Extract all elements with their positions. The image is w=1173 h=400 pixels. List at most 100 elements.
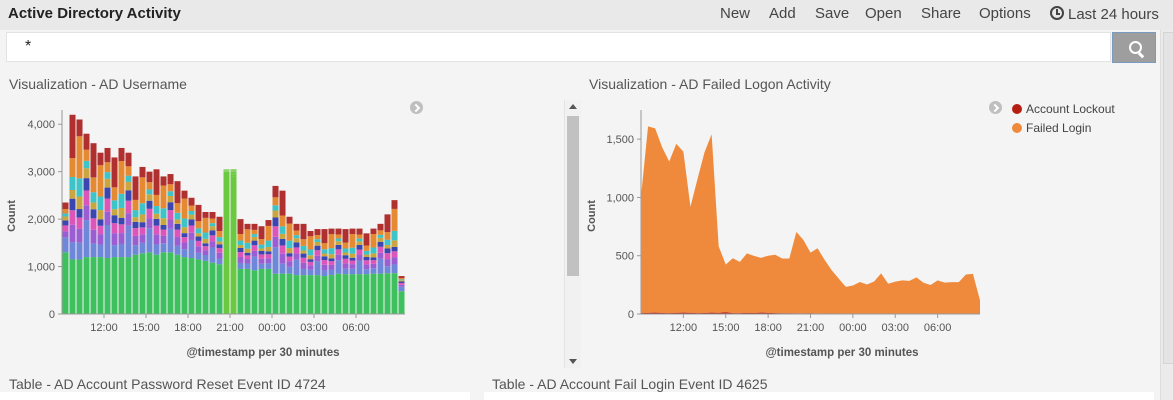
- bar-segment[interactable]: [244, 242, 251, 249]
- bar-segment[interactable]: [237, 248, 244, 252]
- bar-segment[interactable]: [202, 250, 209, 256]
- bar-segment[interactable]: [97, 210, 104, 220]
- bar-segment[interactable]: [160, 229, 167, 236]
- bar-segment[interactable]: [356, 234, 363, 239]
- bar-segment[interactable]: [209, 247, 216, 263]
- bar-segment[interactable]: [209, 235, 216, 242]
- bar-segment[interactable]: [272, 210, 279, 218]
- bar-segment[interactable]: [132, 245, 139, 255]
- bar-segment[interactable]: [279, 215, 286, 227]
- bar-segment[interactable]: [209, 218, 216, 224]
- bar-segment[interactable]: [83, 257, 90, 314]
- bar-segment[interactable]: [293, 253, 300, 260]
- bar-segment[interactable]: [104, 224, 111, 259]
- bar-segment[interactable]: [335, 234, 342, 239]
- bar-segment[interactable]: [195, 233, 202, 237]
- bar-segment[interactable]: [139, 222, 146, 228]
- bar-segment[interactable]: [132, 221, 139, 229]
- bar-segment[interactable]: [153, 218, 160, 226]
- bar-segment[interactable]: [314, 245, 321, 251]
- bar-segment[interactable]: [118, 193, 125, 208]
- bar-segment[interactable]: [146, 200, 153, 209]
- bar-segment[interactable]: [181, 249, 188, 258]
- bar-segment[interactable]: [146, 208, 153, 219]
- bar-segment[interactable]: [90, 218, 97, 230]
- bar-segment[interactable]: [265, 220, 272, 226]
- bar-segment[interactable]: [349, 274, 356, 314]
- page-scrollbar[interactable]: [1160, 30, 1173, 400]
- bar-segment[interactable]: [328, 261, 335, 265]
- bar-segment[interactable]: [251, 236, 258, 241]
- scroll-down-icon[interactable]: [569, 359, 577, 364]
- bar-segment[interactable]: [230, 173, 237, 175]
- bar-segment[interactable]: [76, 178, 83, 197]
- bar-segment[interactable]: [118, 207, 125, 218]
- bar-segment[interactable]: [279, 238, 286, 246]
- bar-segment[interactable]: [272, 247, 279, 274]
- bar-segment[interactable]: [314, 241, 321, 246]
- bar-segment[interactable]: [160, 218, 167, 225]
- bar-segment[interactable]: [321, 229, 328, 244]
- bar-segment[interactable]: [153, 213, 160, 219]
- bar-segment[interactable]: [251, 229, 258, 235]
- bar-segment[interactable]: [384, 248, 391, 254]
- bar-segment[interactable]: [146, 171, 153, 183]
- bar-segment[interactable]: [321, 260, 328, 265]
- bar-segment[interactable]: [97, 219, 104, 226]
- bar-segment[interactable]: [90, 177, 97, 193]
- bar-segment[interactable]: [342, 242, 349, 249]
- bar-segment[interactable]: [62, 202, 69, 209]
- bar-segment[interactable]: [153, 225, 160, 235]
- bar-segment[interactable]: [384, 273, 391, 314]
- bar-segment[interactable]: [104, 211, 111, 225]
- bar-segment[interactable]: [356, 249, 363, 256]
- bar-segment[interactable]: [349, 260, 356, 265]
- bar-segment[interactable]: [244, 259, 251, 264]
- bar-segment[interactable]: [216, 237, 223, 242]
- bar-segment[interactable]: [286, 240, 293, 249]
- bar-segment[interactable]: [230, 172, 237, 174]
- bar-segment[interactable]: [167, 202, 174, 211]
- bar-segment[interactable]: [181, 190, 188, 199]
- bar-segment[interactable]: [174, 237, 181, 246]
- bar-segment[interactable]: [181, 257, 188, 314]
- bar-segment[interactable]: [237, 219, 244, 235]
- bar-segment[interactable]: [258, 254, 265, 259]
- bar-segment[interactable]: [209, 262, 216, 314]
- bar-segment[interactable]: [104, 147, 111, 163]
- bar-segment[interactable]: [258, 263, 265, 269]
- bar-segment[interactable]: [363, 254, 370, 258]
- bar-segment[interactable]: [335, 238, 342, 242]
- bar-segment[interactable]: [363, 257, 370, 261]
- bar-segment[interactable]: [83, 205, 90, 221]
- panel-scrollbar-thumb[interactable]: [567, 116, 579, 276]
- bar-segment[interactable]: [209, 223, 216, 227]
- bar-segment[interactable]: [391, 257, 398, 265]
- bar-segment[interactable]: [391, 273, 398, 314]
- new-button[interactable]: New: [720, 5, 751, 22]
- bar-segment[interactable]: [104, 172, 111, 179]
- bar-segment[interactable]: [174, 223, 181, 230]
- bar-segment[interactable]: [62, 252, 69, 314]
- bar-segment[interactable]: [237, 240, 244, 246]
- bar-segment[interactable]: [349, 264, 356, 269]
- bar-segment[interactable]: [139, 242, 146, 254]
- bar-segment[interactable]: [258, 268, 265, 314]
- bar-segment[interactable]: [293, 242, 300, 248]
- bar-segment[interactable]: [160, 243, 167, 253]
- bar-segment[interactable]: [111, 257, 118, 314]
- bar-segment[interactable]: [146, 228, 153, 253]
- share-button[interactable]: Share: [921, 5, 962, 22]
- bar-segment[interactable]: [216, 258, 223, 265]
- bar-segment[interactable]: [286, 266, 293, 274]
- bar-segment[interactable]: [349, 268, 356, 275]
- bar-segment[interactable]: [342, 248, 349, 253]
- bar-segment[interactable]: [167, 210, 174, 220]
- bar-segment[interactable]: [104, 178, 111, 188]
- bar-segment[interactable]: [230, 169, 237, 171]
- bar-segment[interactable]: [300, 239, 307, 246]
- bar-segment[interactable]: [139, 253, 146, 314]
- bar-segment[interactable]: [356, 245, 363, 250]
- bar-segment[interactable]: [363, 269, 370, 275]
- bar-segment[interactable]: [321, 270, 328, 277]
